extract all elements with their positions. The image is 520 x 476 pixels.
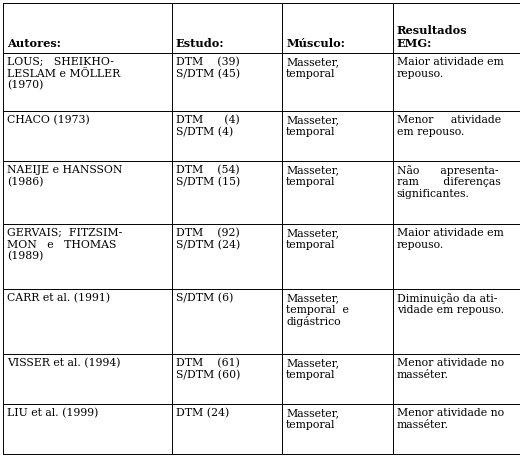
Text: Masseter,
temporal  e
digástrico: Masseter, temporal e digástrico	[286, 293, 349, 327]
Text: NAEIJE e HANSSON
(1986): NAEIJE e HANSSON (1986)	[7, 165, 122, 187]
Text: DTM    (39)
S/DTM (45): DTM (39) S/DTM (45)	[176, 57, 240, 79]
Text: DTM      (4)
S/DTM (4): DTM (4) S/DTM (4)	[176, 115, 239, 137]
Text: Menor atividade no
masséter.: Menor atividade no masséter.	[397, 408, 504, 430]
Text: Menor atividade no
masséter.: Menor atividade no masséter.	[397, 358, 504, 379]
Text: Músculo:: Músculo:	[286, 38, 345, 49]
Text: CARR et al. (1991): CARR et al. (1991)	[7, 293, 110, 303]
Text: Estudo:: Estudo:	[176, 38, 224, 49]
Text: Maior atividade em
repouso.: Maior atividade em repouso.	[397, 228, 503, 249]
Text: LIU et al. (1999): LIU et al. (1999)	[7, 408, 98, 418]
Text: DTM    (54)
S/DTM (15): DTM (54) S/DTM (15)	[176, 165, 240, 187]
Text: DTM    (61)
S/DTM (60): DTM (61) S/DTM (60)	[176, 358, 240, 380]
Text: S/DTM (6): S/DTM (6)	[176, 293, 233, 303]
Text: LOUS;   SHEIKHO-
LESLAM e MÖLLER
(1970): LOUS; SHEIKHO- LESLAM e MÖLLER (1970)	[7, 57, 120, 90]
Text: Masseter,
temporal: Masseter, temporal	[286, 57, 339, 79]
Text: Masseter,
temporal: Masseter, temporal	[286, 228, 339, 249]
Text: CHACO (1973): CHACO (1973)	[7, 115, 90, 125]
Text: VISSER et al. (1994): VISSER et al. (1994)	[7, 358, 121, 368]
Text: Diminuição da ati-
vidade em repouso.: Diminuição da ati- vidade em repouso.	[397, 293, 503, 316]
Text: Maior atividade em
repouso.: Maior atividade em repouso.	[397, 57, 503, 79]
Text: Masseter,
temporal: Masseter, temporal	[286, 358, 339, 379]
Text: Autores:: Autores:	[7, 38, 61, 49]
Text: Resultados
EMG:: Resultados EMG:	[397, 25, 467, 49]
Text: Masseter,
temporal: Masseter, temporal	[286, 408, 339, 430]
Text: DTM    (92)
S/DTM (24): DTM (92) S/DTM (24)	[176, 228, 240, 250]
Text: Menor     atividade
em repouso.: Menor atividade em repouso.	[397, 115, 501, 137]
Text: GERVAIS;  FITZSIM-
MON   e   THOMAS
(1989): GERVAIS; FITZSIM- MON e THOMAS (1989)	[7, 228, 122, 262]
Text: Masseter,
temporal: Masseter, temporal	[286, 115, 339, 137]
Text: Não      apresenta-
ram       diferenças
significantes.: Não apresenta- ram diferenças significan…	[397, 165, 500, 199]
Text: DTM (24): DTM (24)	[176, 408, 229, 418]
Text: Masseter,
temporal: Masseter, temporal	[286, 165, 339, 187]
